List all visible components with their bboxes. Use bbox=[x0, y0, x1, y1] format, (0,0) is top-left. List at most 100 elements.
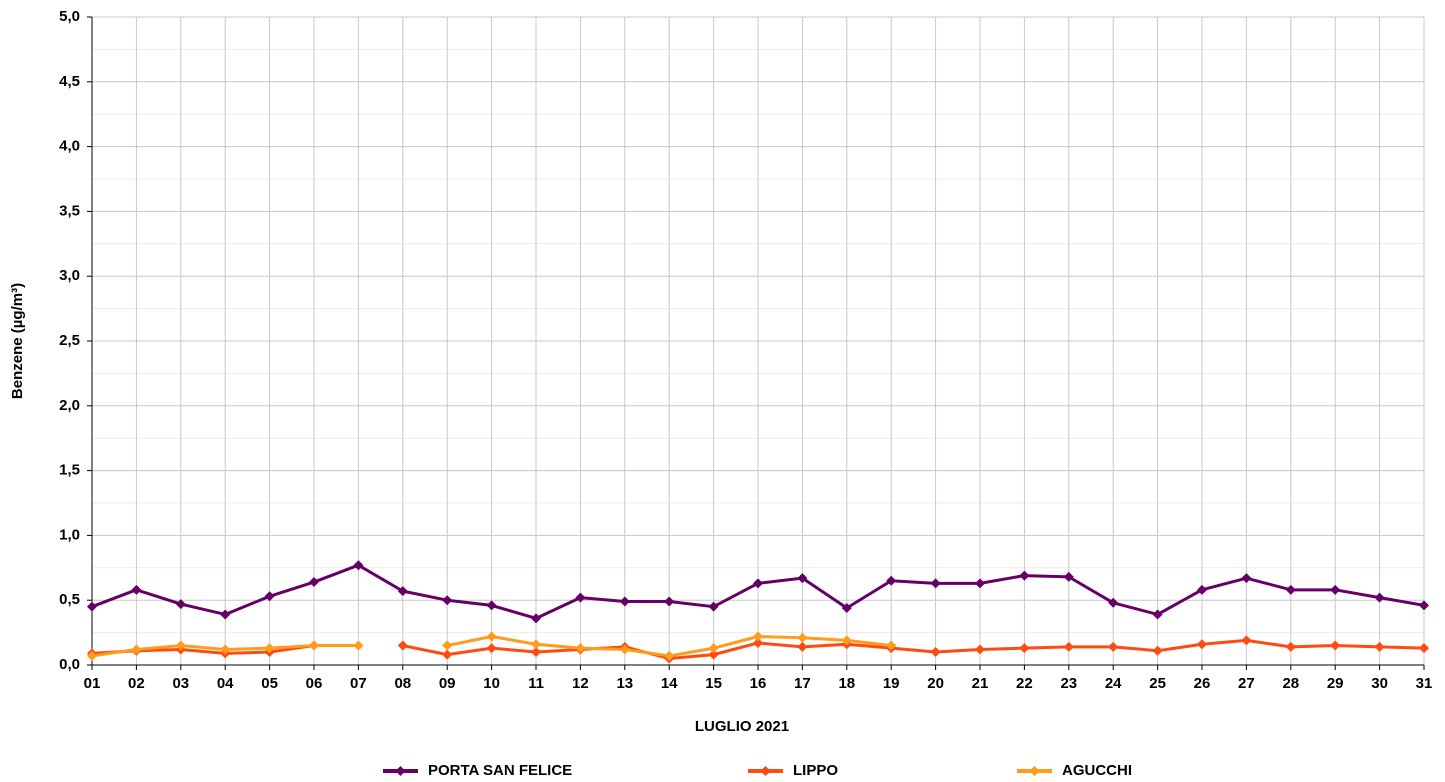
marker bbox=[175, 599, 186, 610]
marker bbox=[1330, 584, 1341, 595]
legend-marker bbox=[395, 766, 406, 776]
marker bbox=[753, 637, 763, 648]
x-tick-label: 30 bbox=[1371, 675, 1388, 692]
legend-marker bbox=[760, 766, 771, 776]
marker bbox=[264, 591, 275, 602]
x-tick-label: 10 bbox=[483, 675, 500, 692]
marker bbox=[619, 596, 630, 607]
marker bbox=[664, 596, 675, 607]
y-tick-label: 4,5 bbox=[59, 73, 80, 90]
x-tick-label: 18 bbox=[838, 675, 855, 692]
marker bbox=[1285, 584, 1296, 595]
x-tick-label: 03 bbox=[172, 675, 189, 692]
marker bbox=[975, 644, 985, 655]
marker bbox=[1152, 645, 1163, 656]
marker bbox=[1374, 592, 1385, 603]
x-tick-label: 19 bbox=[883, 675, 900, 692]
y-tick-label: 4,0 bbox=[59, 138, 80, 155]
x-tick-label: 22 bbox=[1016, 675, 1033, 692]
legend-label: LIPPO bbox=[793, 762, 838, 779]
marker bbox=[1019, 643, 1030, 654]
marker bbox=[1063, 571, 1074, 582]
marker bbox=[841, 602, 852, 613]
x-tick-label: 02 bbox=[128, 675, 145, 692]
x-tick-label: 20 bbox=[927, 675, 944, 692]
marker bbox=[531, 613, 541, 624]
marker bbox=[1374, 641, 1385, 652]
x-tick-label: 21 bbox=[972, 675, 989, 692]
x-tick-label: 27 bbox=[1238, 675, 1255, 692]
marker bbox=[886, 575, 897, 586]
marker bbox=[753, 631, 763, 642]
x-tick-label: 11 bbox=[528, 675, 544, 692]
marker bbox=[1108, 597, 1119, 608]
x-tick-label: 28 bbox=[1282, 675, 1299, 692]
marker bbox=[486, 600, 497, 611]
marker bbox=[1152, 609, 1163, 620]
marker bbox=[975, 578, 985, 589]
marker bbox=[442, 640, 453, 651]
marker bbox=[1063, 641, 1074, 652]
marker bbox=[797, 573, 808, 584]
x-tick-label: 01 bbox=[84, 675, 101, 692]
x-tick-label: 06 bbox=[306, 675, 323, 692]
marker bbox=[1019, 570, 1030, 581]
marker bbox=[930, 578, 941, 589]
y-tick-label: 2,0 bbox=[59, 397, 80, 414]
marker bbox=[1419, 600, 1429, 611]
marker bbox=[753, 578, 763, 589]
marker bbox=[886, 640, 897, 651]
marker bbox=[353, 560, 364, 571]
y-tick-label: 0,5 bbox=[59, 591, 80, 608]
x-tick-label: 25 bbox=[1149, 675, 1166, 692]
marker bbox=[664, 650, 675, 661]
x-tick-label: 24 bbox=[1105, 675, 1122, 692]
marker bbox=[486, 643, 497, 654]
marker bbox=[353, 640, 364, 651]
marker bbox=[397, 640, 408, 651]
marker bbox=[220, 609, 231, 620]
marker bbox=[87, 601, 97, 612]
x-tick-label: 12 bbox=[572, 675, 589, 692]
x-tick-label: 16 bbox=[750, 675, 767, 692]
marker bbox=[1419, 643, 1429, 654]
marker bbox=[131, 584, 142, 595]
marker bbox=[708, 643, 719, 654]
x-tick-label: 17 bbox=[794, 675, 811, 692]
y-tick-label: 2,5 bbox=[59, 332, 80, 349]
marker bbox=[619, 644, 630, 655]
x-tick-label: 08 bbox=[394, 675, 411, 692]
marker bbox=[87, 650, 97, 661]
marker bbox=[442, 649, 453, 660]
marker bbox=[175, 640, 186, 651]
marker bbox=[264, 643, 275, 654]
marker bbox=[797, 632, 808, 643]
x-tick-label: 31 bbox=[1416, 675, 1433, 692]
marker bbox=[575, 592, 586, 603]
marker bbox=[708, 649, 719, 660]
marker bbox=[1241, 573, 1252, 584]
x-tick-label: 26 bbox=[1194, 675, 1211, 692]
marker bbox=[309, 577, 319, 588]
x-tick-label: 23 bbox=[1060, 675, 1077, 692]
marker bbox=[575, 643, 586, 654]
marker bbox=[1330, 640, 1341, 651]
series-line bbox=[402, 638, 1425, 661]
marker bbox=[531, 639, 541, 650]
y-axis-label: Benzene (µg/m³) bbox=[9, 283, 26, 399]
marker bbox=[1285, 641, 1296, 652]
marker bbox=[1197, 584, 1207, 595]
y-tick-label: 3,0 bbox=[59, 267, 80, 284]
marker bbox=[1197, 639, 1207, 650]
legend-label: AGUCCHI bbox=[1062, 762, 1132, 779]
x-tick-label: 15 bbox=[705, 675, 722, 692]
y-tick-label: 3,5 bbox=[59, 202, 80, 219]
y-tick-label: 1,5 bbox=[59, 462, 80, 479]
x-axis-label: LUGLIO 2021 bbox=[695, 718, 789, 735]
marker bbox=[841, 635, 852, 646]
marker bbox=[397, 586, 408, 597]
x-tick-label: 04 bbox=[217, 675, 234, 692]
marker bbox=[442, 595, 453, 606]
x-tick-label: 07 bbox=[350, 675, 367, 692]
